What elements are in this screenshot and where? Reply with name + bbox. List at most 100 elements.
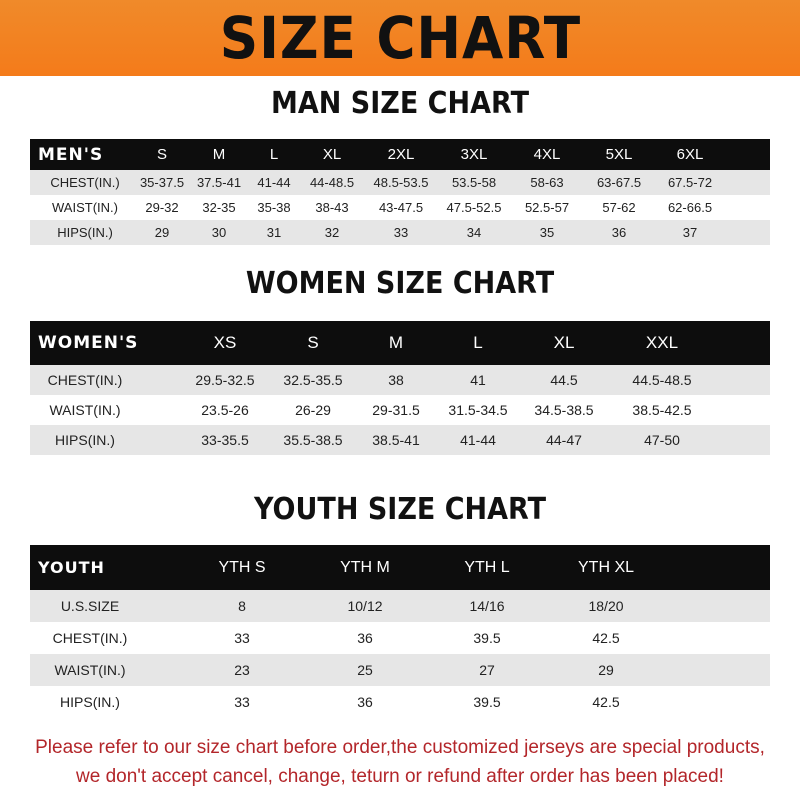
table-cell: 41-44 [460,432,496,448]
table-cell: 35 [539,225,555,240]
table-cell: 25 [357,662,373,678]
size-header: M [212,146,226,163]
table-cell: 23.5-26 [201,402,249,418]
table-cell: 52.5-57 [524,200,570,215]
table-row: CHEST(IN.) 29.5-32.5 32.5-35.5 38 41 44.5 44.5… [30,365,770,395]
table-cell: 36 [357,694,373,710]
row-label: CHEST(IN.) [52,630,128,646]
table-cell: 44.5-48.5 [632,372,692,388]
table-cell: 32-35 [202,200,236,215]
table-cell: 35-38 [257,200,291,215]
table-cell: 29.5-32.5 [195,372,255,388]
table-row: WAIST(IN.) 29-32 32-35 35-38 38-43 43-47.5 47.… [30,195,770,220]
men-section-title: MAN SIZE CHART [271,86,529,121]
table-header-label: WOMEN'S [38,333,139,353]
table-cell: 42.5 [592,630,620,646]
table-cell: 43-47.5 [378,200,424,215]
table-header-row: WOMEN'S XS S M L XL XXL [30,321,770,365]
table-cell: 33 [234,630,250,646]
size-header: 4XL [533,146,561,163]
table-cell: 39.5 [473,694,501,710]
table-cell: 35.5-38.5 [283,432,343,448]
table-cell: 44-47 [546,432,582,448]
table-cell: 33 [393,225,409,240]
table-cell: 63-67.5 [596,175,642,190]
row-label: CHEST(IN.) [50,175,120,190]
size-header: XL [553,333,575,352]
size-header: L [269,146,279,163]
table-row: CHEST(IN.) 35-37.5 37.5-41 41-44 44-48.5 48.5… [30,170,770,195]
size-header: YTH M [340,558,390,576]
table-cell: 38.5-41 [372,432,420,448]
size-header: XXL [645,333,679,352]
table-row: CHEST(IN.) 33 36 39.5 42.5 [30,622,770,654]
table-header-row: YOUTH YTH S YTH M YTH L YTH XL [30,545,770,590]
table-row: HIPS(IN.) 33-35.5 35.5-38.5 38.5-41 41-44 44-… [30,425,770,455]
size-header: YTH L [464,558,510,576]
table-cell: 57-62 [602,200,636,215]
table-cell: 8 [238,598,246,614]
table-cell: 23 [234,662,250,678]
table-cell: 58-63 [530,175,564,190]
table-cell: 29-31.5 [372,402,420,418]
youth-section-title: YOUTH SIZE CHART [253,492,547,527]
notice-line: we don't accept cancel, change, teturn o… [76,766,724,787]
size-header: 5XL [605,146,633,163]
table-row: WAIST(IN.) 23.5-26 26-29 29-31.5 31.5-34.5 34… [30,395,770,425]
table-cell: 32.5-35.5 [283,372,343,388]
table-cell: 29 [154,225,170,240]
table-cell: 62-66.5 [667,200,713,215]
table-cell: 29 [598,662,614,678]
table-cell: 33 [234,694,250,710]
page-title: SIZE CHART [219,4,581,72]
table-cell: 44-48.5 [309,175,355,190]
table-cell: 41 [470,372,486,388]
row-label: HIPS(IN.) [57,225,113,240]
table-cell: 26-29 [295,402,331,418]
size-header: YTH XL [577,558,635,576]
table-cell: 53.5-58 [451,175,497,190]
row-label: HIPS(IN.) [55,432,115,448]
table-cell: 34.5-38.5 [534,402,594,418]
size-header: L [473,333,483,352]
women-size-table: WOMEN'S XS S M L XL XXL CHEST(IN.) 29.5-32.5 32.5… [30,321,770,455]
size-header: XL [322,146,342,163]
table-row: HIPS(IN.) 33 36 39.5 42.5 [30,686,770,718]
table-cell: 33-35.5 [201,432,249,448]
table-cell: 37.5-41 [196,175,242,190]
table-cell: 48.5-53.5 [373,175,429,190]
size-header: S [156,146,168,163]
table-cell: 38-43 [315,200,349,215]
table-cell: 36 [357,630,373,646]
table-row: WAIST(IN.) 23 25 27 29 [30,654,770,686]
row-label: WAIST(IN.) [52,200,118,215]
table-cell: 18/20 [588,598,624,614]
table-header-label: YOUTH [38,558,105,577]
table-cell: 38.5-42.5 [632,402,692,418]
table-cell: 36 [611,225,627,240]
size-header: S [307,333,319,352]
table-cell: 32 [324,225,340,240]
size-header: 2XL [387,146,415,163]
table-header-row: MEN'S S M L XL 2XL 3XL 4XL 5XL 6XL [30,139,770,170]
row-label: WAIST(IN.) [54,662,126,678]
table-cell: 27 [479,662,495,678]
row-label: HIPS(IN.) [60,694,120,710]
table-cell: 31 [266,225,282,240]
men-size-table: MEN'S S M L XL 2XL 3XL 4XL 5XL 6XL CHEST(IN.) 35-37… [30,139,770,245]
size-header: YTH S [218,558,266,576]
women-section-title: WOMEN SIZE CHART [245,266,555,301]
table-cell: 44.5 [550,372,578,388]
table-cell: 34 [466,225,482,240]
table-cell: 47.5-52.5 [446,200,502,215]
row-label: WAIST(IN.) [49,402,121,418]
table-cell: 39.5 [473,630,501,646]
size-header: 3XL [460,146,488,163]
table-cell: 38 [388,372,404,388]
notice-line: Please refer to our size chart before or… [35,737,765,758]
table-cell: 35-37.5 [139,175,185,190]
size-header: XS [213,333,237,352]
size-header: 6XL [676,146,704,163]
table-cell: 42.5 [592,694,620,710]
table-cell: 41-44 [257,175,291,190]
